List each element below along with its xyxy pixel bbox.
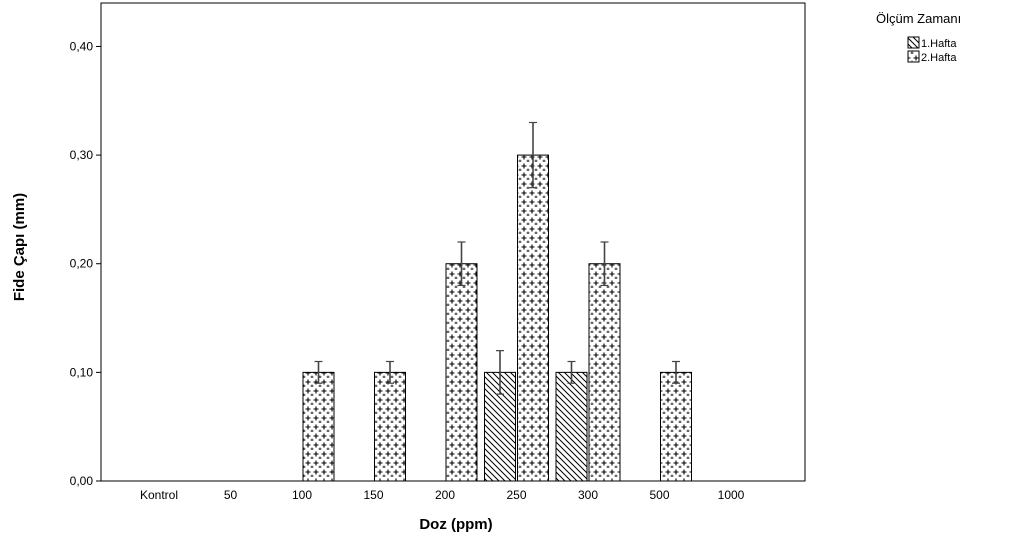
x-tick-label: 100	[292, 488, 312, 502]
bar-1-hafta-300	[555, 371, 588, 482]
x-tick-label: 200	[435, 488, 455, 502]
legend-title: Ölçüm Zamanı	[876, 11, 961, 26]
bar-2-hafta-500	[660, 371, 692, 482]
y-tick-label: 0,00	[70, 474, 94, 488]
y-axis-title: Fide Çapı (mm)	[11, 193, 28, 301]
x-tick-label: Kontrol	[140, 488, 178, 502]
legend-label: 1.Hafta	[921, 38, 957, 50]
y-tick-label: 0,10	[70, 365, 94, 379]
y-tick-label: 0,40	[70, 39, 94, 53]
legend-swatch	[907, 36, 920, 49]
x-tick-label: 150	[363, 488, 383, 502]
x-tick-label: 1000	[718, 488, 745, 502]
bar-2-hafta-200	[445, 263, 478, 482]
x-tick-label: 500	[649, 488, 669, 502]
bar-2-hafta-100	[302, 371, 335, 482]
x-axis-title: Doz (ppm)	[419, 516, 492, 533]
x-axis: Kontrol 50 100 150 200 250 300 500 1000	[140, 488, 745, 502]
x-tick-label: 300	[578, 488, 598, 502]
x-tick-label: 50	[224, 488, 238, 502]
bar-2-hafta-300	[588, 263, 621, 482]
bar-2-hafta-150	[374, 371, 406, 482]
y-axis: 0,00 0,10 0,20 0,30 0,40	[70, 39, 101, 488]
legend-swatch	[907, 50, 920, 63]
y-tick-label: 0,20	[70, 257, 94, 271]
bars	[302, 154, 692, 482]
y-tick-label: 0,30	[70, 148, 94, 162]
x-tick-label: 250	[506, 488, 526, 502]
legend: Ölçüm Zamanı 1.Hafta 2.Hafta	[876, 11, 961, 64]
error-bars	[314, 121, 680, 395]
bar-2-hafta-250	[517, 154, 549, 482]
legend-label: 2.Hafta	[921, 52, 957, 64]
